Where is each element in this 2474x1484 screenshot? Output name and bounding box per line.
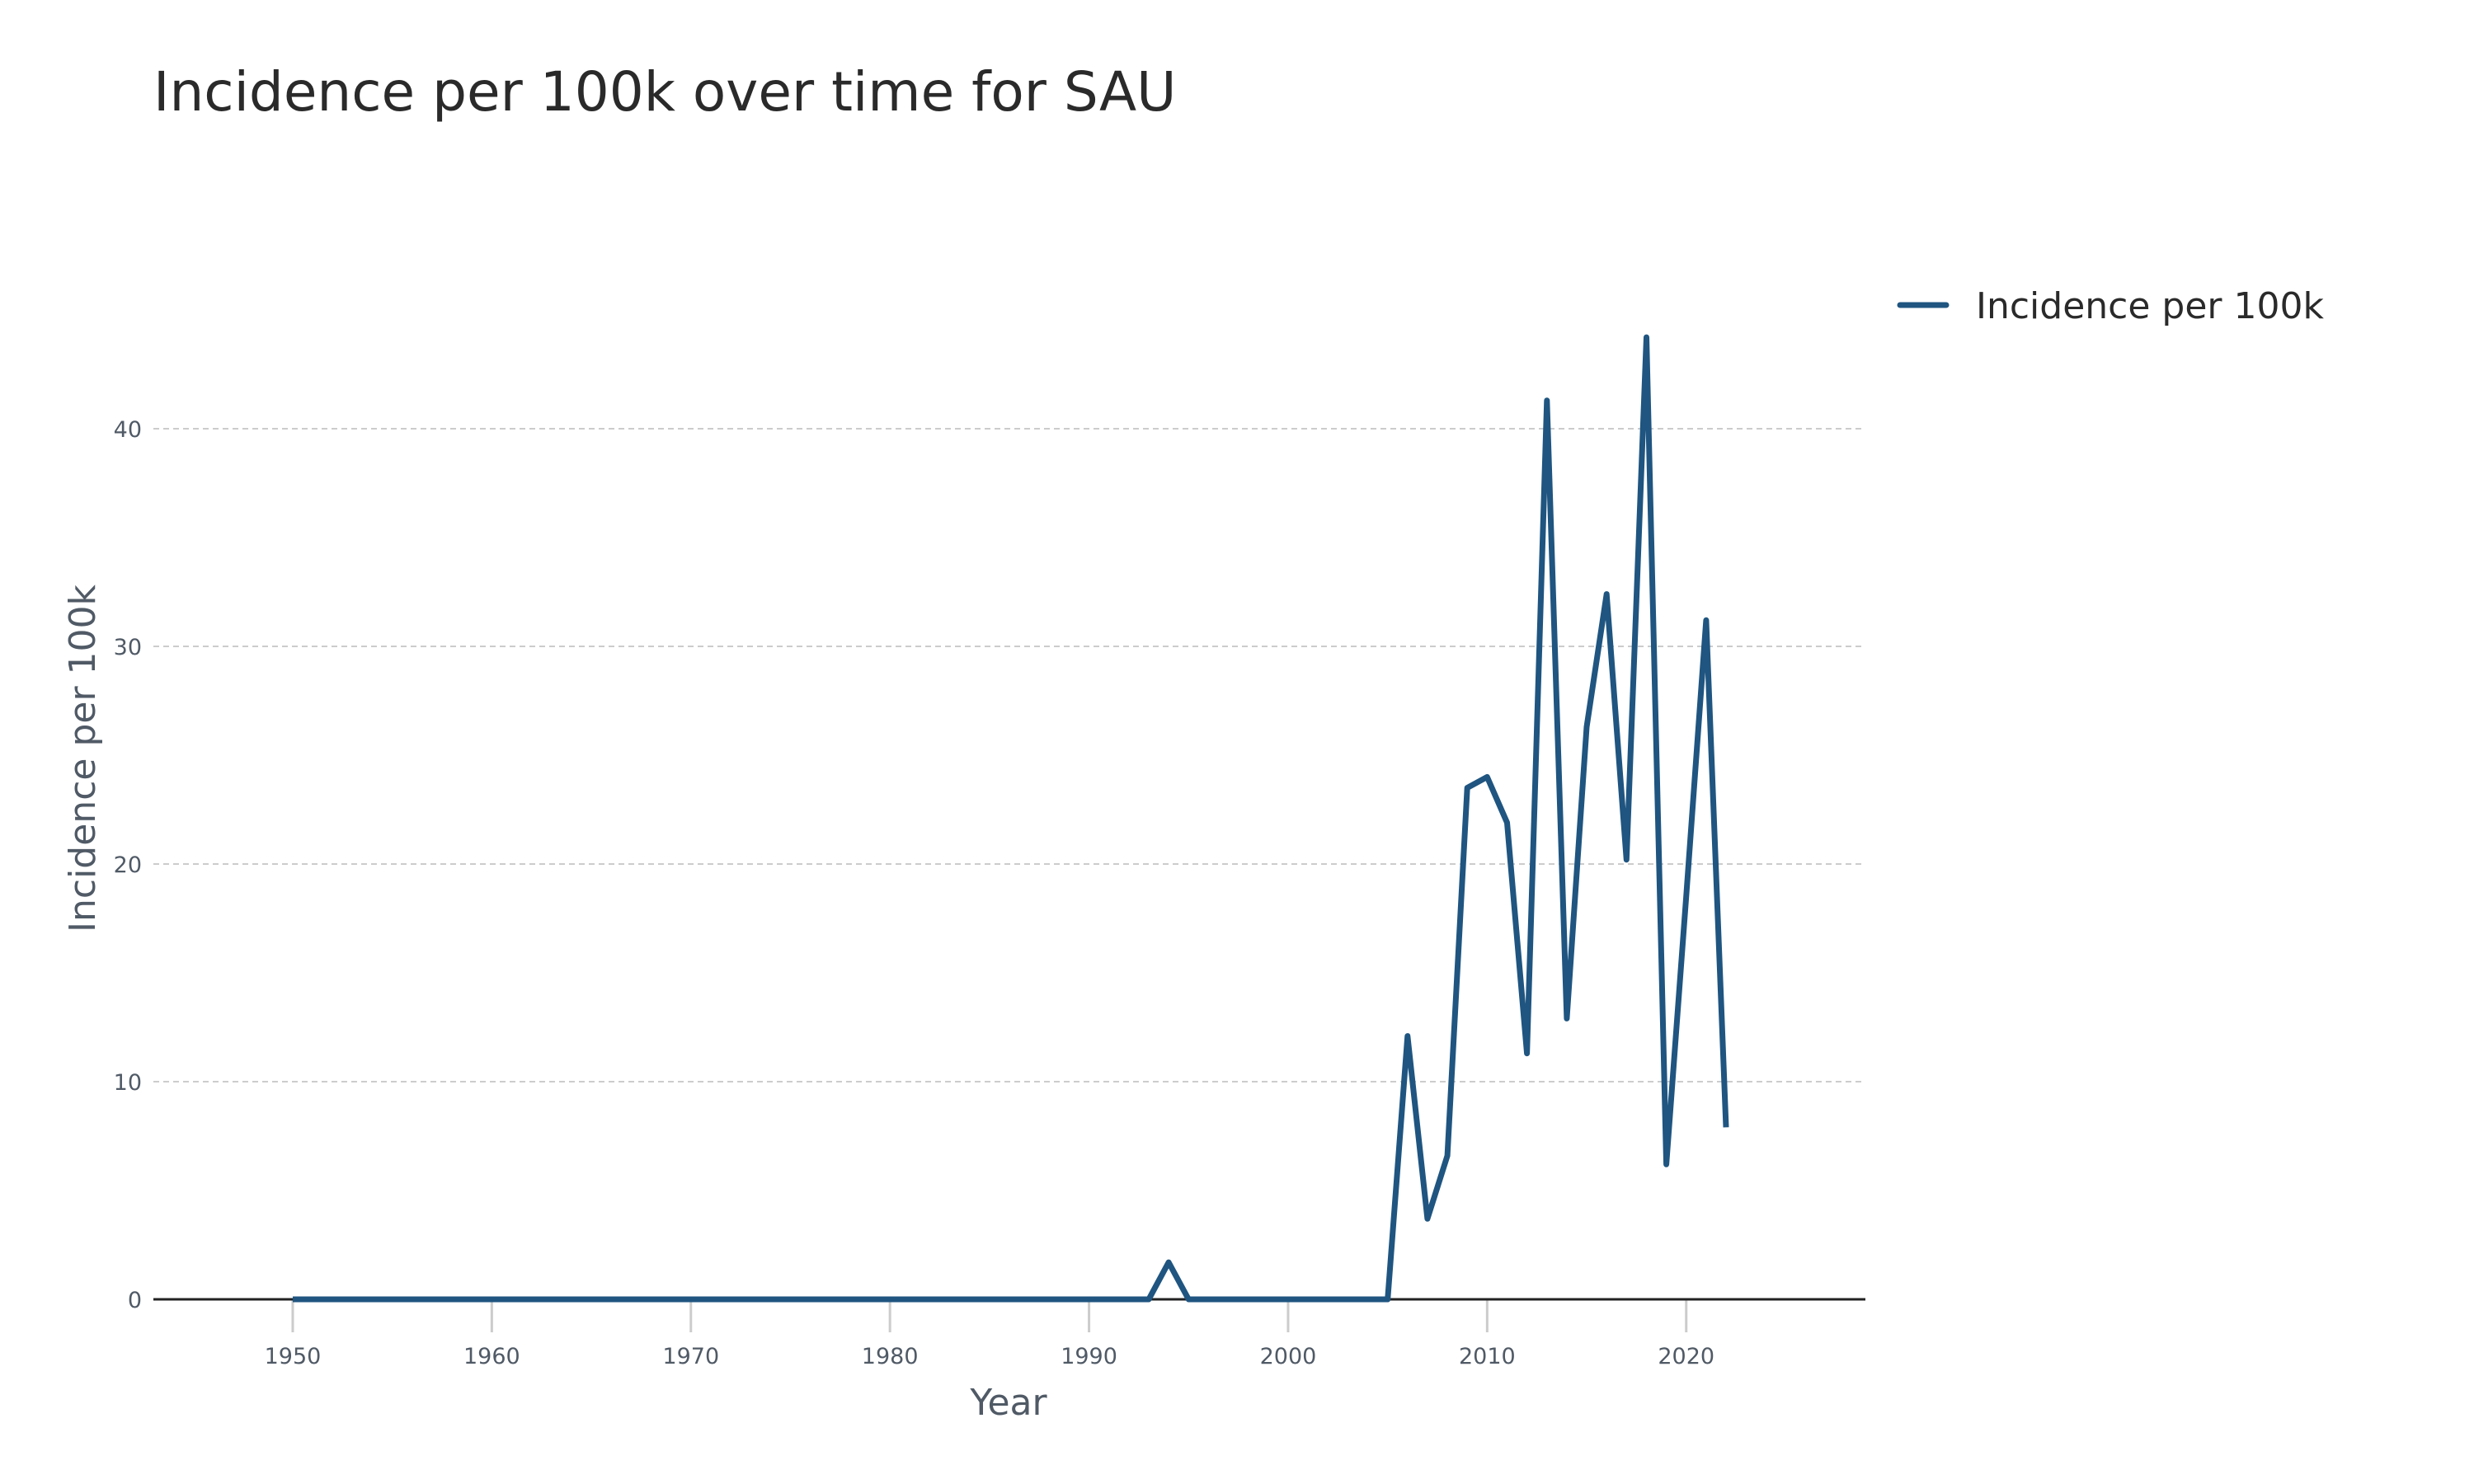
x-tick-label: 1970 (662, 1344, 719, 1369)
y-tick-label: 10 (114, 1070, 142, 1096)
y-tick-label: 30 (114, 635, 142, 660)
x-tick-label: 2010 (1459, 1344, 1516, 1369)
x-axis: 1950 1960 1970 1980 1990 2000 2010 2020 (153, 1298, 1865, 1369)
x-tick-label: 2020 (1658, 1344, 1714, 1369)
x-tick-label: 1960 (463, 1344, 520, 1369)
series-layer (293, 334, 1729, 1303)
y-tick-label: 0 (128, 1288, 142, 1313)
x-tick-label: 1990 (1061, 1344, 1117, 1369)
legend[interactable]: Incidence per 100k (1897, 285, 2324, 327)
y-tick-label: 20 (114, 852, 142, 878)
x-tick-label: 1980 (862, 1344, 919, 1369)
x-tick-label: 2000 (1260, 1344, 1317, 1369)
legend-label: Incidence per 100k (1976, 285, 2324, 327)
series-line (293, 334, 1729, 1303)
x-tick-label: 1950 (265, 1344, 322, 1369)
x-axis-title: Year (969, 1382, 1047, 1424)
y-tick-label: 40 (114, 417, 142, 443)
gridlines (153, 428, 1865, 1082)
chart-title: Incidence per 100k over time for SAU (153, 60, 1176, 124)
y-axis-title: Incidence per 100k (62, 585, 104, 932)
y-axis: 0 10 20 30 40 (114, 417, 142, 1313)
